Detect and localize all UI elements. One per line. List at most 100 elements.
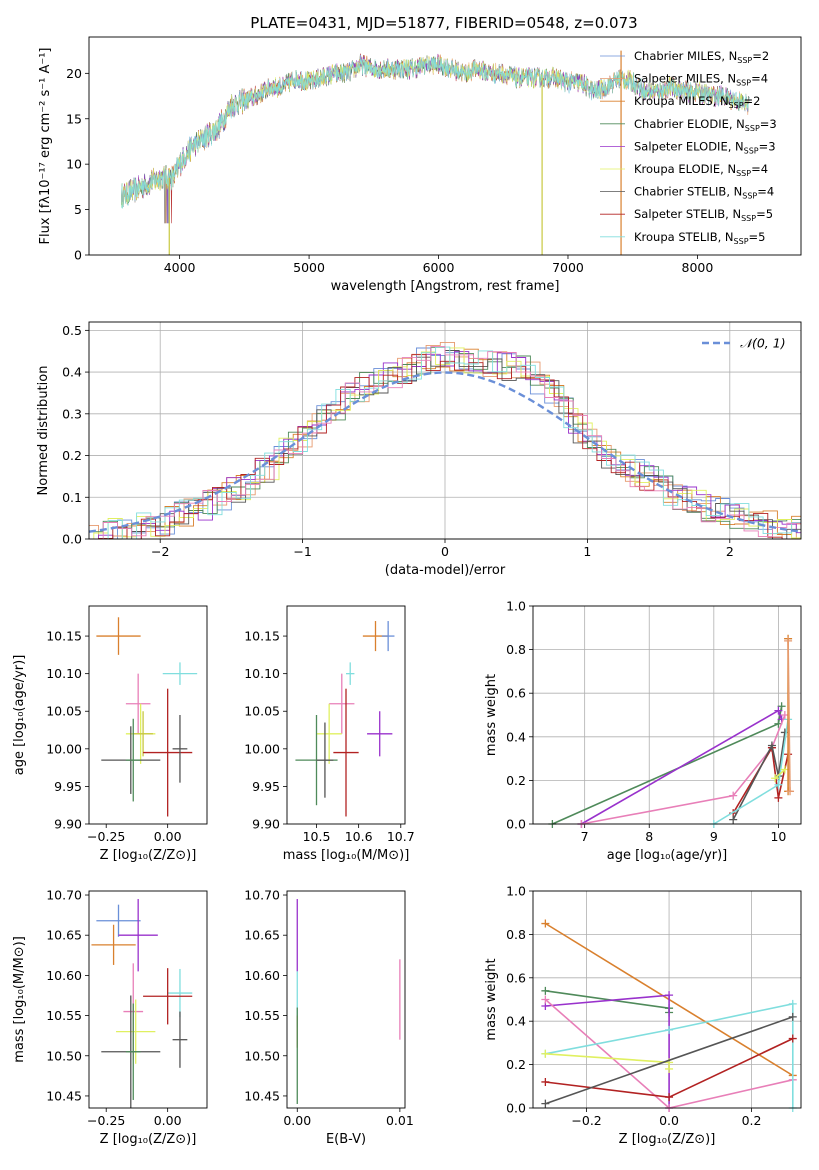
- legend-label: Kroupa MILES, NSSP=2: [634, 94, 760, 110]
- y-tick-label: 0.1: [62, 490, 82, 505]
- x-tick-label: 8: [645, 829, 653, 844]
- legend-label-main: Kroupa ELODIE, N: [634, 162, 736, 176]
- x-axis-label: mass [log₁₀(M/M⊙)]: [283, 848, 410, 863]
- legend-label-main: Salpeter ELODIE, N: [634, 139, 744, 153]
- legend-label-end: =3: [759, 139, 776, 153]
- y-tick-label: 0.4: [506, 1014, 526, 1029]
- y-tick-label: 10.10: [46, 666, 82, 681]
- weight-line: [732, 745, 789, 814]
- x-tick-label: 9: [710, 829, 718, 844]
- y-tick-label: 20: [66, 66, 82, 81]
- mass_vs_ebv-panel: 0.00 0.01 10.45 10.50 10.55 10.60 10.65 10.70 E(…: [244, 888, 414, 1147]
- weight-series: [548, 702, 786, 828]
- y-tick-label: 0.4: [62, 365, 82, 380]
- y-tick-label: 10.65: [46, 928, 82, 943]
- x-tick-label: −0.25: [87, 1113, 125, 1128]
- legend-label-main: Chabrier ELODIE, N: [634, 117, 745, 131]
- x-tick-label: 0: [441, 544, 449, 559]
- x-tick-label: 8000: [682, 260, 714, 275]
- y-tick-label: 0.5: [62, 323, 82, 338]
- legend-label-end: =4: [751, 72, 768, 86]
- x-tick-label: 4000: [164, 260, 196, 275]
- y-tick-label: 10.55: [46, 1008, 82, 1023]
- axes-frame: [532, 605, 802, 825]
- y-tick-label: 9.90: [54, 817, 82, 832]
- legend-label-end: =5: [756, 207, 773, 221]
- legend-label-main: Chabrier STELIB, N: [634, 185, 742, 199]
- y-tick-label: 10.00: [244, 741, 280, 756]
- weight-marker: [774, 793, 783, 802]
- x-tick-label: 0.0: [659, 1113, 679, 1128]
- histogram-series: [89, 347, 801, 540]
- data-point: [125, 1003, 141, 1100]
- y-tick-label: 0.2: [506, 1057, 526, 1072]
- data-point: [116, 999, 156, 1064]
- y-tick-label: 10.00: [46, 741, 82, 756]
- y-tick-label: 10.70: [46, 888, 82, 903]
- x-axis-label: Z [log₁₀(Z/Z⊙)]: [100, 848, 197, 863]
- mass_vs_Z-panel: −0.25 0.00 10.45 10.50 10.55 10.60 10.65 10.70 Z…: [12, 888, 208, 1147]
- legend-label: Kroupa ELODIE, NSSP=4: [634, 162, 768, 178]
- y-tick-label: 10: [66, 157, 82, 172]
- weight-marker: [665, 1025, 674, 1034]
- weight-marker: [767, 741, 776, 750]
- y-tick-label: 1.0: [506, 599, 526, 614]
- weight-marker: [786, 787, 795, 796]
- data-point: [333, 688, 359, 817]
- x-axis-label: Z [log₁₀(Z/Z⊙)]: [100, 1132, 197, 1147]
- legend-label: Kroupa STELIB, NSSP=5: [634, 230, 765, 246]
- weight-marker: [774, 780, 783, 789]
- weight-line: [774, 768, 786, 779]
- weight-line: [545, 1016, 794, 1105]
- x-tick-label: 0.00: [283, 1113, 311, 1128]
- weight-line: [581, 714, 786, 825]
- legend-label: Chabrier ELODIE, NSSP=3: [634, 117, 777, 133]
- y-axis-label: age [log₁₀(age/yr)]: [12, 655, 27, 776]
- weight-marker: [541, 1049, 550, 1058]
- legend-label: Salpeter MILES, NSSP=4: [634, 72, 768, 88]
- y-tick-label: 9.95: [54, 779, 82, 794]
- legend-label-end: =4: [751, 162, 768, 176]
- x-tick-label: 0.00: [154, 1113, 182, 1128]
- weight-marker: [665, 1093, 674, 1102]
- legend-label-main: Kroupa STELIB, N: [634, 230, 734, 244]
- x-tick-label: 6000: [423, 260, 455, 275]
- legend-label-sub: SSP: [734, 237, 749, 246]
- legend-label: Chabrier MILES, NSSP=2: [634, 49, 769, 65]
- y-tick-label: 0.0: [506, 817, 526, 832]
- legend-label-sub: SSP: [742, 192, 757, 201]
- data-point: [143, 688, 193, 817]
- legend-label: 𝒩(0, 1): [740, 336, 786, 351]
- weight-marker: [665, 1064, 674, 1073]
- y-tick-label: 10.45: [46, 1088, 82, 1103]
- weight-marker: [541, 919, 550, 928]
- legend-label-sub: SSP: [736, 79, 751, 88]
- x-tick-label: 0.01: [386, 1113, 414, 1128]
- axes-frame: [88, 36, 802, 256]
- legend-label-main: Salpeter MILES, N: [634, 72, 736, 86]
- data-point: [346, 662, 355, 685]
- x-axis-label: (data-model)/error: [385, 563, 506, 578]
- x-tick-label: 0.2: [742, 1113, 762, 1128]
- data-point: [316, 703, 342, 764]
- legend-label: Chabrier STELIB, NSSP=4: [634, 185, 774, 201]
- x-tick-label: −0.2: [571, 1113, 601, 1128]
- axes-frame: [88, 605, 208, 825]
- age_vs_mass-panel: 10.5 10.6 10.7 9.90 9.95 10.00 10.05 10.10 10.15…: [244, 605, 415, 863]
- weight-marker: [777, 702, 786, 711]
- legend-label-sub: SSP: [741, 214, 756, 223]
- histogram-series: [89, 341, 801, 540]
- x-tick-label: 5000: [293, 260, 325, 275]
- x-axis-label: age [log₁₀(age/yr)]: [607, 848, 728, 863]
- legend-label-end: =5: [749, 230, 766, 244]
- weight-marker: [784, 636, 793, 645]
- legend-label-end: =4: [757, 185, 774, 199]
- data-point: [172, 1011, 188, 1068]
- x-axis-label: wavelength [Angstrom, rest frame]: [331, 279, 560, 294]
- x-tick-label: 10.5: [303, 829, 331, 844]
- x-tick-label: 10.6: [345, 829, 373, 844]
- y-tick-label: 9.95: [252, 779, 280, 794]
